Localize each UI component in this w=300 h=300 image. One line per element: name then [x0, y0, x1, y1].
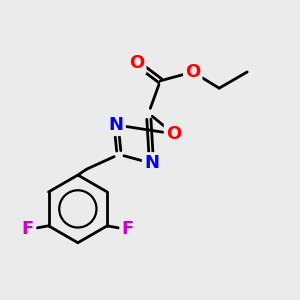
Text: N: N [144, 154, 159, 172]
Text: F: F [122, 220, 134, 238]
Text: O: O [185, 63, 200, 81]
Text: O: O [129, 54, 144, 72]
Text: F: F [22, 220, 34, 238]
Text: O: O [166, 125, 181, 143]
Text: N: N [109, 116, 124, 134]
